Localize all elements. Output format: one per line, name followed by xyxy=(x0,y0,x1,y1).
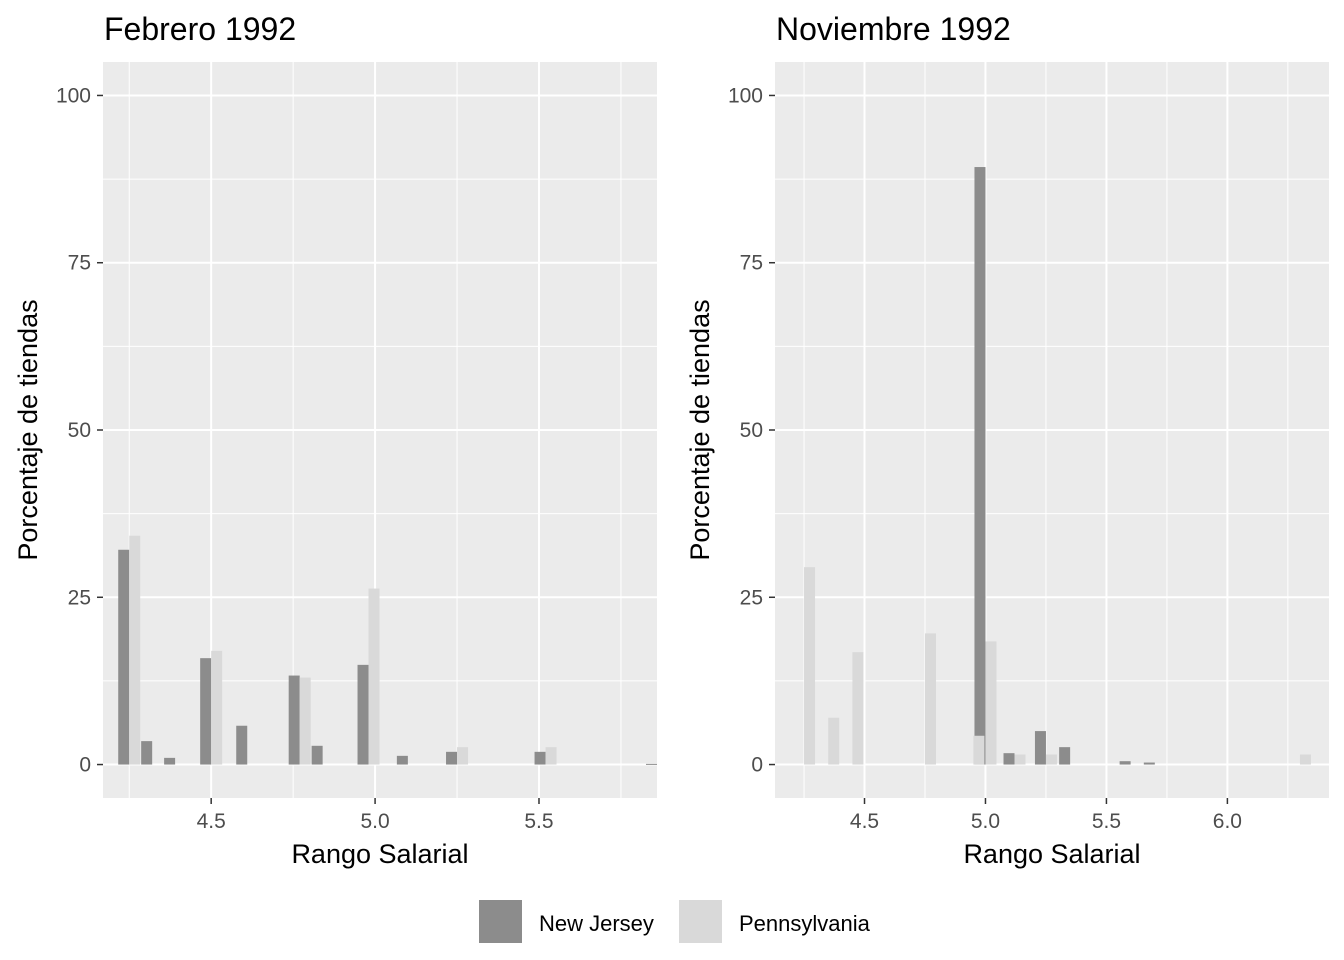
bar-new-jersey xyxy=(311,745,323,765)
y-tick-label: 25 xyxy=(68,586,91,609)
x-tick-label: 4.5 xyxy=(197,810,226,833)
bar-new-jersey xyxy=(1119,761,1131,765)
bar-new-jersey xyxy=(646,763,657,765)
bar-pennsylvania xyxy=(545,747,557,765)
y-tick-label: 25 xyxy=(740,586,763,609)
grid-lines xyxy=(775,62,1329,798)
chart-panel-febrero: Febrero 1992 4.5 5.0 5.5 0 25 50 75 100 Rango S… xyxy=(13,11,657,869)
bar-pennsylvania xyxy=(804,567,816,765)
bar-pennsylvania xyxy=(852,652,864,765)
bar-pennsylvania xyxy=(828,717,840,765)
bar-pennsylvania xyxy=(129,535,141,765)
bar-new-jersey xyxy=(974,167,986,765)
x-tick-label: 5.0 xyxy=(360,810,389,833)
y-tick-label: 50 xyxy=(740,419,763,442)
x-tick-label: 4.5 xyxy=(850,810,879,833)
y-tick-label: 50 xyxy=(68,419,91,442)
legend-key-pennsylvania xyxy=(679,900,722,943)
y-tick-label: 75 xyxy=(740,252,763,275)
bar-new-jersey xyxy=(1059,747,1071,765)
bar-new-jersey xyxy=(446,751,458,765)
bar-pennsylvania xyxy=(299,677,311,765)
y-tick-label: 100 xyxy=(56,84,91,107)
bar-new-jersey xyxy=(164,757,176,765)
bar-pennsylvania xyxy=(457,747,469,765)
y-axis-title: Porcentaje de tiendas xyxy=(685,299,715,560)
x-tick-label: 5.5 xyxy=(1092,810,1121,833)
bar-new-jersey xyxy=(1003,753,1015,765)
bar-pennsylvania xyxy=(1014,754,1026,765)
tick-labels: 4.5 5.0 5.5 0 25 50 75 100 xyxy=(56,84,554,833)
y-axis-title: Porcentaje de tiendas xyxy=(13,299,43,560)
bar-new-jersey xyxy=(1143,762,1155,765)
bars-layer xyxy=(804,167,1311,765)
bar-pennsylvania xyxy=(973,735,985,765)
bar-new-jersey xyxy=(200,658,212,765)
x-tick-label: 5.5 xyxy=(524,810,553,833)
y-tick-label: 100 xyxy=(728,84,763,107)
x-tick-label: 6.0 xyxy=(1213,810,1242,833)
y-tick-label: 0 xyxy=(79,754,91,777)
bar-new-jersey xyxy=(236,725,248,765)
y-tick-label: 0 xyxy=(751,754,763,777)
bar-pennsylvania xyxy=(1045,754,1057,765)
chart-title: Febrero 1992 xyxy=(104,11,296,47)
bars-layer xyxy=(118,535,657,765)
legend: New Jersey Pennsylvania xyxy=(479,900,871,943)
x-axis-title: Rango Salarial xyxy=(963,839,1140,869)
bar-new-jersey xyxy=(141,741,153,765)
legend-label-new-jersey: New Jersey xyxy=(539,911,654,936)
bar-new-jersey xyxy=(288,675,300,765)
legend-key-new-jersey xyxy=(479,900,522,943)
bar-new-jersey xyxy=(1034,731,1046,765)
bar-pennsylvania xyxy=(924,633,936,765)
chart-panel-noviembre: Noviembre 1992 4.5 5.0 5.5 6.0 0 25 50 75 100 Ra… xyxy=(685,11,1329,869)
bar-new-jersey xyxy=(396,755,408,765)
bar-new-jersey xyxy=(534,751,546,765)
bar-pennsylvania xyxy=(368,588,380,765)
legend-label-pennsylvania: Pennsylvania xyxy=(739,911,871,936)
bar-new-jersey xyxy=(357,664,369,765)
bar-pennsylvania xyxy=(211,650,223,765)
tick-labels: 4.5 5.0 5.5 6.0 0 25 50 75 100 xyxy=(728,84,1242,833)
bar-new-jersey xyxy=(118,549,130,765)
y-tick-label: 75 xyxy=(68,252,91,275)
chart-title: Noviembre 1992 xyxy=(776,11,1011,47)
x-axis-title: Rango Salarial xyxy=(291,839,468,869)
x-tick-label: 5.0 xyxy=(971,810,1000,833)
bar-pennsylvania xyxy=(985,641,997,765)
bar-pennsylvania xyxy=(1299,754,1311,765)
